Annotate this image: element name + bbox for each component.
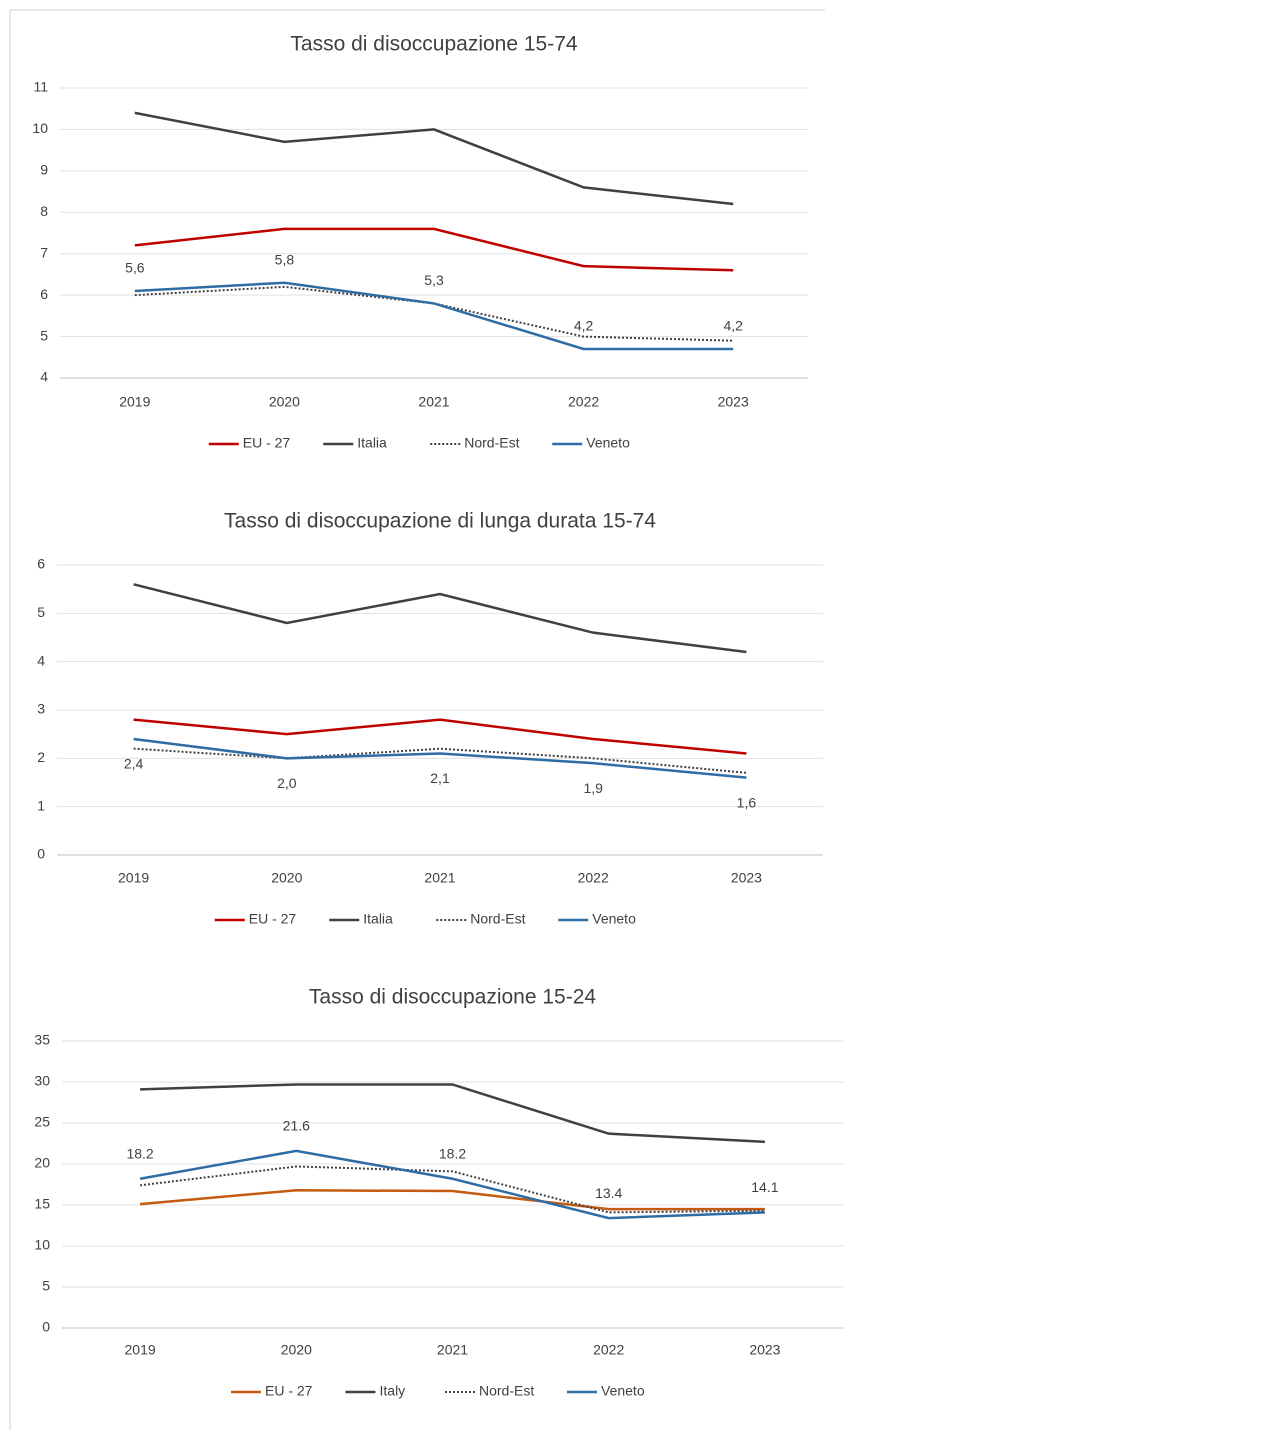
annotation: 5,6 bbox=[125, 260, 145, 276]
series-line bbox=[133, 718, 747, 755]
y-tick-label: 15 bbox=[34, 1196, 50, 1212]
series-line bbox=[134, 227, 734, 272]
x-tick-label: 2020 bbox=[269, 394, 300, 410]
x-tick-label: 2020 bbox=[281, 1342, 312, 1358]
chart-title: Tasso di disoccupazione 15-74 bbox=[290, 33, 578, 56]
data-label: 21.6 bbox=[283, 1118, 310, 1134]
y-tick-label: 10 bbox=[32, 120, 48, 136]
y-tick-label: 2 bbox=[37, 749, 45, 765]
y-tick-label: 6 bbox=[40, 286, 48, 302]
legend-label: Veneto bbox=[601, 1383, 645, 1399]
series-line bbox=[139, 1165, 765, 1214]
x-tick-label: 2019 bbox=[125, 1342, 156, 1358]
y-tick-label: 6 bbox=[37, 556, 45, 572]
legend-label: Italia bbox=[357, 435, 387, 451]
y-tick-label: 30 bbox=[34, 1073, 50, 1089]
data-label: 1,9 bbox=[583, 780, 603, 796]
x-tick-label: 2020 bbox=[271, 870, 302, 886]
y-tick-label: 10 bbox=[34, 1237, 50, 1253]
y-tick-label: 25 bbox=[34, 1114, 50, 1130]
legend-label: EU - 27 bbox=[249, 911, 297, 927]
x-tick-label: 2023 bbox=[718, 394, 749, 410]
data-label: 2,0 bbox=[277, 775, 297, 791]
y-tick-label: 0 bbox=[42, 1319, 50, 1335]
series-line bbox=[133, 583, 747, 654]
annotation: 4,2 bbox=[574, 318, 594, 334]
data-label: 1,6 bbox=[737, 794, 757, 810]
data-label: 14.1 bbox=[751, 1179, 778, 1195]
legend-label: Nord-Est bbox=[470, 911, 525, 927]
y-tick-label: 5 bbox=[40, 327, 48, 343]
y-tick-label: 7 bbox=[40, 244, 48, 260]
chart-title: Tasso di disoccupazione 15-24 bbox=[309, 986, 597, 1009]
y-tick-label: 8 bbox=[40, 203, 48, 219]
y-tick-label: 20 bbox=[34, 1155, 50, 1171]
y-tick-label: 5 bbox=[37, 604, 45, 620]
y-tick-label: 4 bbox=[40, 369, 48, 385]
legend-label: Veneto bbox=[586, 435, 630, 451]
data-label: 18.2 bbox=[439, 1145, 466, 1161]
x-tick-label: 2023 bbox=[749, 1342, 780, 1358]
legend-label: Italia bbox=[363, 911, 393, 927]
legend-label: Nord-Est bbox=[479, 1383, 534, 1399]
x-tick-label: 2021 bbox=[437, 1342, 468, 1358]
y-tick-label: 1 bbox=[37, 797, 45, 813]
series-line bbox=[139, 1188, 765, 1211]
data-label: 2,1 bbox=[430, 770, 450, 786]
x-tick-label: 2023 bbox=[731, 870, 762, 886]
y-tick-label: 11 bbox=[33, 79, 48, 95]
x-tick-label: 2021 bbox=[424, 870, 455, 886]
legend-label: Italy bbox=[380, 1383, 406, 1399]
x-tick-label: 2021 bbox=[418, 394, 449, 410]
y-tick-label: 4 bbox=[37, 652, 45, 668]
series-line bbox=[134, 111, 734, 206]
annotation: 4,2 bbox=[723, 318, 743, 334]
legend-label: Veneto bbox=[592, 911, 636, 927]
x-tick-label: 2019 bbox=[118, 870, 149, 886]
series-line bbox=[140, 1083, 765, 1144]
chart-title: Tasso di disoccupazione di lunga durata … bbox=[224, 510, 656, 533]
legend-label: EU - 27 bbox=[265, 1383, 313, 1399]
annotation: 5,3 bbox=[424, 272, 444, 288]
y-tick-label: 9 bbox=[40, 162, 48, 178]
y-tick-label: 0 bbox=[37, 846, 45, 862]
y-tick-label: 5 bbox=[42, 1278, 50, 1294]
series-line bbox=[134, 281, 734, 351]
x-tick-label: 2022 bbox=[578, 870, 609, 886]
y-tick-label: 35 bbox=[34, 1032, 50, 1048]
y-tick-label: 3 bbox=[37, 701, 45, 717]
x-tick-label: 2022 bbox=[568, 394, 599, 410]
series-line bbox=[139, 1149, 765, 1220]
series-line bbox=[133, 737, 747, 779]
legend-label: EU - 27 bbox=[243, 435, 291, 451]
x-tick-label: 2019 bbox=[119, 394, 150, 410]
data-label: 18.2 bbox=[126, 1145, 153, 1161]
data-label: 13.4 bbox=[595, 1185, 622, 1201]
annotation: 5,8 bbox=[275, 251, 295, 267]
x-tick-label: 2022 bbox=[593, 1342, 624, 1358]
data-label: 2,4 bbox=[124, 756, 144, 772]
legend-label: Nord-Est bbox=[464, 435, 519, 451]
